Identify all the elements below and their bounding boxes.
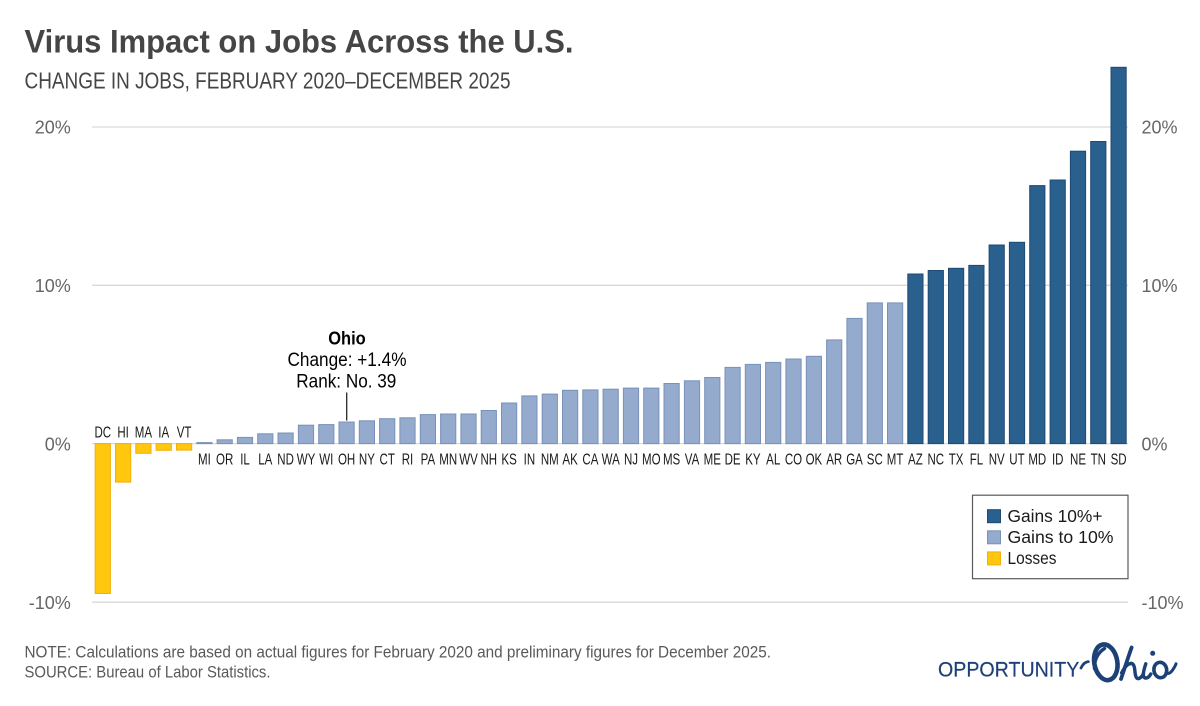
svg-text:NE: NE — [1070, 452, 1086, 469]
svg-text:DC: DC — [95, 425, 112, 442]
svg-text:MA: MA — [135, 425, 153, 442]
svg-text:MD: MD — [1028, 452, 1046, 469]
svg-text:SOURCE: Bureau of Labor Statis: SOURCE: Bureau of Labor Statistics. — [25, 664, 271, 682]
svg-text:NV: NV — [989, 452, 1005, 469]
svg-text:CT: CT — [380, 452, 396, 469]
svg-text:DE: DE — [725, 452, 741, 469]
svg-text:KY: KY — [745, 452, 761, 469]
svg-text:NOTE: Calculations are based o: NOTE: Calculations are based on actual f… — [25, 643, 772, 661]
svg-text:NY: NY — [359, 452, 375, 469]
svg-text:Gains to 10%: Gains to 10% — [1008, 527, 1114, 547]
svg-text:OPPORTUNITY: OPPORTUNITY — [938, 659, 1079, 682]
svg-text:0%: 0% — [1142, 434, 1168, 454]
svg-text:0%: 0% — [45, 434, 71, 454]
svg-text:VT: VT — [177, 425, 192, 442]
svg-text:CHANGE IN JOBS, FEBRUARY 2020–: CHANGE IN JOBS, FEBRUARY 2020–DECEMBER 2… — [25, 67, 511, 93]
svg-text:TN: TN — [1091, 452, 1106, 469]
svg-text:20%: 20% — [35, 118, 71, 138]
svg-text:Gains 10%+: Gains 10%+ — [1008, 506, 1103, 526]
svg-text:UT: UT — [1009, 452, 1025, 469]
svg-text:RI: RI — [402, 452, 414, 469]
svg-text:Change: +1.4%: Change: +1.4% — [288, 349, 407, 371]
svg-text:IN: IN — [524, 452, 536, 469]
svg-text:FL: FL — [970, 452, 983, 469]
svg-text:MI: MI — [198, 452, 211, 469]
svg-text:-10%: -10% — [29, 593, 71, 613]
svg-text:AK: AK — [562, 452, 578, 469]
svg-text:MS: MS — [663, 452, 680, 469]
svg-text:CA: CA — [582, 452, 598, 469]
svg-text:KS: KS — [501, 452, 516, 469]
svg-text:IL: IL — [240, 452, 250, 469]
svg-text:GA: GA — [846, 452, 863, 469]
svg-text:20%: 20% — [1142, 118, 1178, 138]
svg-text:MN: MN — [439, 452, 457, 469]
svg-text:TX: TX — [949, 452, 964, 469]
svg-text:Ohio: Ohio — [328, 327, 366, 348]
svg-text:PA: PA — [421, 452, 436, 469]
svg-text:MT: MT — [887, 452, 904, 469]
svg-text:-10%: -10% — [1142, 593, 1184, 613]
svg-text:VA: VA — [685, 452, 700, 469]
svg-text:OR: OR — [216, 452, 233, 469]
svg-text:WV: WV — [459, 452, 478, 469]
svg-text:ND: ND — [277, 452, 294, 469]
svg-text:AZ: AZ — [908, 452, 923, 469]
svg-text:WA: WA — [602, 452, 620, 469]
svg-text:IA: IA — [158, 425, 169, 442]
svg-text:OH: OH — [338, 452, 355, 469]
svg-text:SD: SD — [1111, 452, 1127, 469]
svg-text:WI: WI — [319, 452, 333, 469]
svg-text:ME: ME — [704, 452, 721, 469]
svg-text:AR: AR — [826, 452, 842, 469]
svg-text:WY: WY — [297, 452, 316, 469]
svg-text:ID: ID — [1052, 452, 1064, 469]
svg-text:CO: CO — [785, 452, 802, 469]
svg-text:MO: MO — [642, 452, 661, 469]
svg-text:10%: 10% — [35, 276, 71, 296]
svg-text:Losses: Losses — [1008, 548, 1057, 568]
svg-text:NC: NC — [928, 452, 945, 469]
svg-text:Rank: No. 39: Rank: No. 39 — [296, 370, 396, 392]
svg-text:HI: HI — [117, 425, 129, 442]
svg-text:LA: LA — [258, 452, 272, 469]
svg-text:SC: SC — [867, 452, 883, 469]
svg-text:10%: 10% — [1142, 276, 1178, 296]
svg-text:NM: NM — [541, 452, 559, 469]
svg-text:AL: AL — [766, 452, 780, 469]
svg-text:NH: NH — [481, 452, 498, 469]
svg-text:NJ: NJ — [624, 452, 638, 469]
svg-text:OK: OK — [806, 452, 823, 469]
svg-text:Virus Impact on Jobs Across th: Virus Impact on Jobs Across the U.S. — [25, 23, 574, 59]
